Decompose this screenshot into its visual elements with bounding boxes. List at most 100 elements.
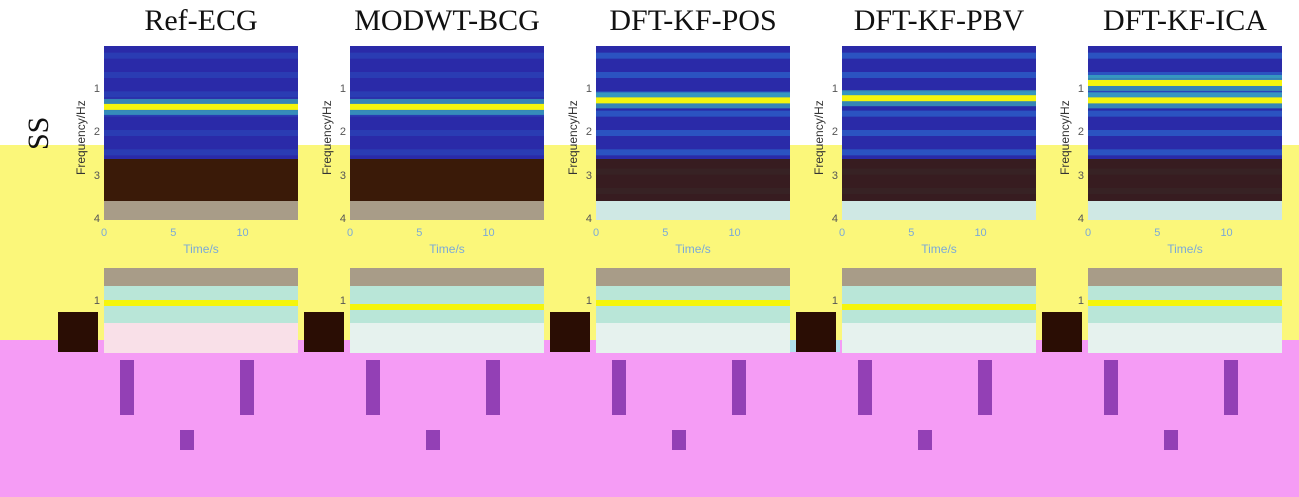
panel-title-4: DFT-KF-ICA — [1103, 4, 1267, 37]
ytick-label: 2 — [93, 126, 100, 138]
spectrogram-bottom-svg-0 — [104, 268, 298, 353]
spectrogram-bottom-svg-1 — [350, 268, 544, 353]
ytick-label: 1 — [339, 82, 346, 95]
glitch-block — [1042, 312, 1082, 352]
glitch-streak — [612, 360, 626, 415]
ytick-label: 1 — [585, 82, 592, 95]
spectrogram-texture-band — [842, 149, 1036, 156]
xlabel: Time/s — [921, 242, 957, 256]
corruption-light-strip — [104, 201, 298, 220]
ridge-line-0 — [842, 95, 1036, 102]
xlabel: Time/s — [429, 242, 465, 256]
spectrogram-panel-1 — [350, 46, 544, 220]
spectrogram-texture-band — [104, 72, 298, 78]
xtick-label: 5 — [662, 227, 669, 239]
spectrogram-bottom-svg-4 — [1088, 268, 1282, 353]
spectrogram-texture-band — [1088, 110, 1282, 117]
glitch-streak — [240, 360, 254, 415]
corruption-light-strip — [1088, 201, 1282, 220]
spectrogram-texture-band — [596, 110, 790, 117]
xtick-label: 5 — [170, 227, 177, 239]
spectrogram-bottom-panel-4 — [1088, 268, 1282, 353]
bottom-lower-region — [104, 323, 298, 353]
ytick-label: 2 — [339, 126, 346, 138]
corruption-light-strip — [350, 201, 544, 220]
xtick-label: 10 — [482, 227, 495, 239]
xtick-label: 0 — [346, 227, 354, 239]
xtick-label: 5 — [1154, 227, 1161, 239]
spectrogram-bottom-panel-0 — [104, 268, 298, 353]
glitch-streak — [858, 360, 872, 415]
spectrogram-texture-band — [104, 91, 298, 98]
ytick-label: 3 — [93, 169, 100, 182]
glitch-block — [58, 312, 98, 352]
ridge-line-0 — [104, 103, 298, 110]
spectrogram-texture-band — [596, 72, 790, 78]
bottom-top-strip — [596, 268, 790, 286]
spectrogram-panel-2 — [596, 46, 790, 220]
xtick-label: 10 — [974, 227, 987, 239]
bottom-ytick-label: 1 — [831, 295, 838, 307]
spectrogram-texture-band — [1088, 149, 1282, 156]
ylabel: Frequency/Hz — [1058, 100, 1072, 175]
panel-title-2: DFT-KF-POS — [609, 4, 777, 37]
bottom-ytick-label: 1 — [93, 295, 100, 307]
spectrogram-texture-band — [104, 52, 298, 59]
glitch-streak — [1164, 430, 1178, 450]
corruption-light-strip — [842, 201, 1036, 220]
bottom-lower-region — [596, 323, 790, 353]
glitch-streak — [366, 360, 380, 415]
spectrogram-texture-band — [596, 52, 790, 59]
spectrogram-svg-3 — [842, 46, 1036, 220]
xtick-label: 0 — [1084, 227, 1092, 239]
spectrogram-texture-band — [842, 72, 1036, 78]
spectrogram-bottom-svg-3 — [842, 268, 1036, 353]
spectrogram-texture-band — [104, 130, 298, 136]
bottom-lower-region — [1088, 323, 1282, 353]
bottom-top-strip — [104, 268, 298, 286]
ytick-label: 2 — [585, 126, 592, 138]
bottom-top-strip — [350, 268, 544, 286]
xtick-label: 10 — [236, 227, 249, 239]
glitch-streak — [1224, 360, 1238, 415]
ytick-label: 4 — [585, 213, 592, 225]
panel-title-3: DFT-KF-PBV — [853, 4, 1025, 37]
spectrogram-bottom-panel-1 — [350, 268, 544, 353]
glitch-streak — [672, 430, 686, 450]
spectrogram-panel-3 — [842, 46, 1036, 220]
ridge-line-0 — [1088, 79, 1282, 86]
ylabel: Frequency/Hz — [320, 100, 334, 175]
panel-title-1: MODWT-BCG — [354, 4, 540, 37]
spectrogram-svg-4 — [1088, 46, 1282, 220]
ridge-line-0 — [350, 103, 544, 110]
ridge-line-1 — [1088, 97, 1282, 104]
ylabel: Frequency/Hz — [566, 100, 580, 175]
bottom-ytick-label: 1 — [585, 295, 592, 307]
glitch-streak — [120, 360, 134, 415]
xlabel: Time/s — [1167, 242, 1203, 256]
corruption-block — [104, 159, 298, 201]
corruption-light-strip — [596, 201, 790, 220]
bottom-top-strip — [842, 268, 1036, 286]
xlabel: Time/s — [675, 242, 711, 256]
spectrogram-bottom-panel-3 — [842, 268, 1036, 353]
glitch-streak — [1104, 360, 1118, 415]
bottom-ridge-line — [104, 300, 298, 306]
spectrogram-panel-0 — [104, 46, 298, 220]
ylabel: Frequency/Hz — [74, 100, 88, 175]
ytick-label: 1 — [831, 82, 838, 95]
ytick-label: 3 — [585, 169, 592, 182]
glitch-streak — [426, 430, 440, 450]
xlabel: Time/s — [183, 242, 219, 256]
ytick-label: 1 — [93, 82, 100, 95]
glitch-streak — [180, 430, 194, 450]
spectrogram-svg-0 — [104, 46, 298, 220]
spectrogram-texture-band — [1088, 52, 1282, 59]
spectrogram-texture-band — [104, 149, 298, 156]
xtick-label: 0 — [100, 227, 108, 239]
spectrogram-texture-band — [350, 52, 544, 59]
ytick-label: 3 — [1077, 169, 1084, 182]
ytick-label: 2 — [1077, 126, 1084, 138]
bottom-lower-region — [842, 323, 1036, 353]
bottom-ridge-line — [350, 304, 544, 310]
